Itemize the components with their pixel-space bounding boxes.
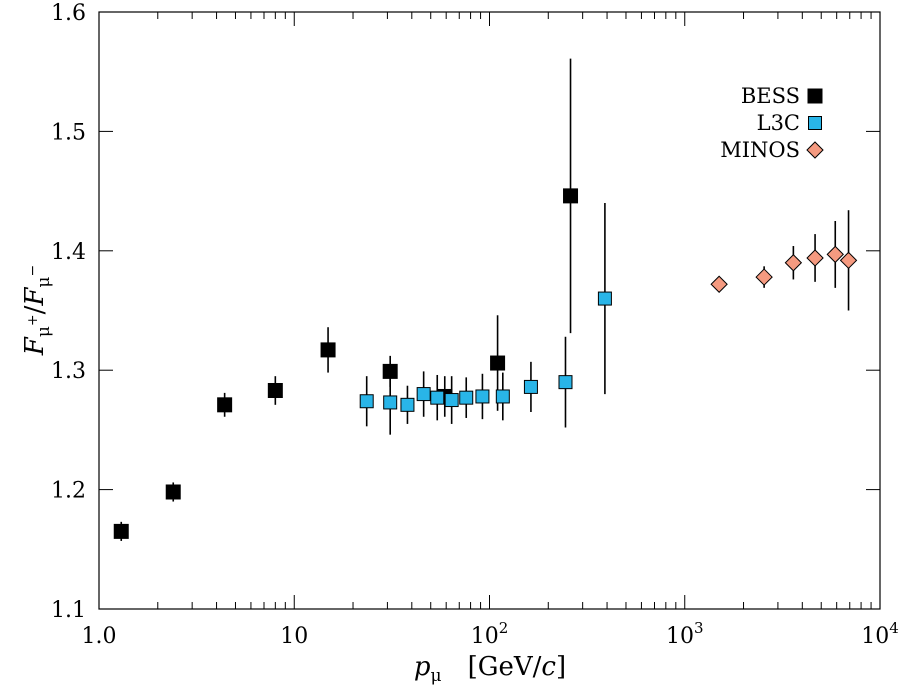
x-tick-label: 102 — [471, 619, 509, 649]
data-point — [475, 389, 490, 404]
x-tick-labels: 1.0 10 102 103 104 — [82, 619, 899, 649]
data-point — [806, 249, 824, 267]
y-tick-label: 1.1 — [51, 598, 86, 623]
data-point — [320, 342, 336, 358]
data-point — [217, 397, 233, 413]
legend-label: BESS — [741, 84, 800, 108]
data-point — [563, 188, 579, 204]
data-point — [839, 251, 858, 270]
data-point — [359, 394, 374, 409]
data-point — [400, 397, 415, 412]
y-tick-label: 1.3 — [51, 359, 86, 384]
legend-marker — [806, 141, 824, 159]
series-bess — [113, 58, 579, 541]
y-tick-label: 1.2 — [51, 479, 86, 504]
axis-ticks — [98, 11, 881, 610]
data-point — [784, 254, 803, 272]
y-tick-labels: 1.1 1.2 1.3 1.4 1.5 1.6 — [51, 1, 86, 623]
data-point — [710, 275, 728, 293]
data-marks — [113, 58, 858, 541]
data-point — [383, 395, 398, 410]
data-point — [113, 523, 129, 539]
data-point — [826, 245, 844, 264]
legend-label: MINOS — [720, 138, 800, 162]
data-point — [444, 393, 459, 408]
x-tick-label: 104 — [861, 619, 899, 649]
data-point — [523, 379, 538, 394]
data-point — [430, 390, 445, 405]
y-tick-label: 1.6 — [51, 1, 86, 26]
x-axis-label: pμ [GeV/c] — [414, 652, 566, 686]
x-tick-label: 1.0 — [82, 624, 117, 649]
series-minos — [710, 210, 858, 311]
legend-marker — [807, 88, 823, 104]
y-tick-label: 1.4 — [51, 240, 86, 265]
series-l3c — [359, 203, 612, 435]
y-axis-label: Fμ+/Fμ− — [20, 265, 54, 356]
data-point — [755, 268, 773, 286]
data-point — [267, 382, 283, 398]
legend: BESS L3C MINOS — [720, 84, 824, 162]
x-tick-label: 10 — [280, 624, 308, 649]
data-point — [495, 389, 510, 404]
data-point — [490, 355, 506, 371]
legend-label: L3C — [757, 111, 800, 135]
data-point — [416, 387, 431, 402]
data-point — [459, 390, 474, 405]
data-point — [597, 291, 612, 306]
y-tick-label: 1.5 — [51, 120, 86, 145]
data-point — [165, 484, 181, 500]
data-point — [558, 375, 573, 390]
legend-marker — [808, 116, 822, 130]
x-tick-label: 103 — [666, 619, 704, 649]
